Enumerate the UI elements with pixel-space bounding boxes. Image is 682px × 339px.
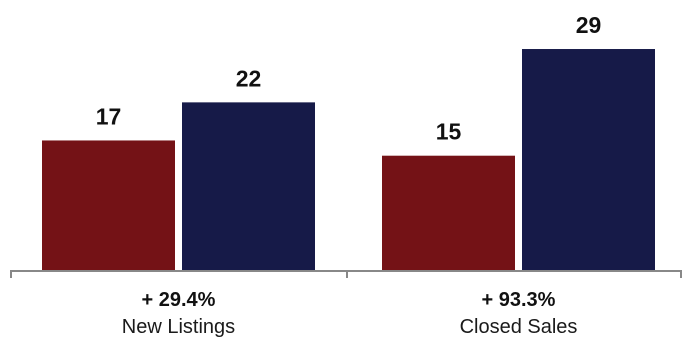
value-label: 17 [96, 103, 122, 129]
value-label: 29 [576, 12, 602, 38]
category-label: New Listings [122, 316, 235, 338]
category-label: Closed Sales [460, 316, 578, 338]
change-label: + 29.4% [142, 289, 216, 311]
bar-new-listings-2 [182, 102, 315, 270]
bar-closed-sales-2 [522, 49, 655, 270]
value-label: 15 [436, 119, 462, 145]
category-labels-layer: + 29.4% New Listings + 93.3% Closed Sales [122, 289, 578, 338]
bar-closed-sales-1 [382, 155, 515, 270]
bars-layer [42, 49, 655, 270]
value-label: 22 [236, 65, 262, 91]
bar-new-listings-1 [42, 140, 175, 270]
x-axis-ticks [10, 271, 682, 278]
change-label: + 93.3% [482, 289, 556, 311]
value-labels-layer: 17 22 15 29 [96, 12, 602, 145]
